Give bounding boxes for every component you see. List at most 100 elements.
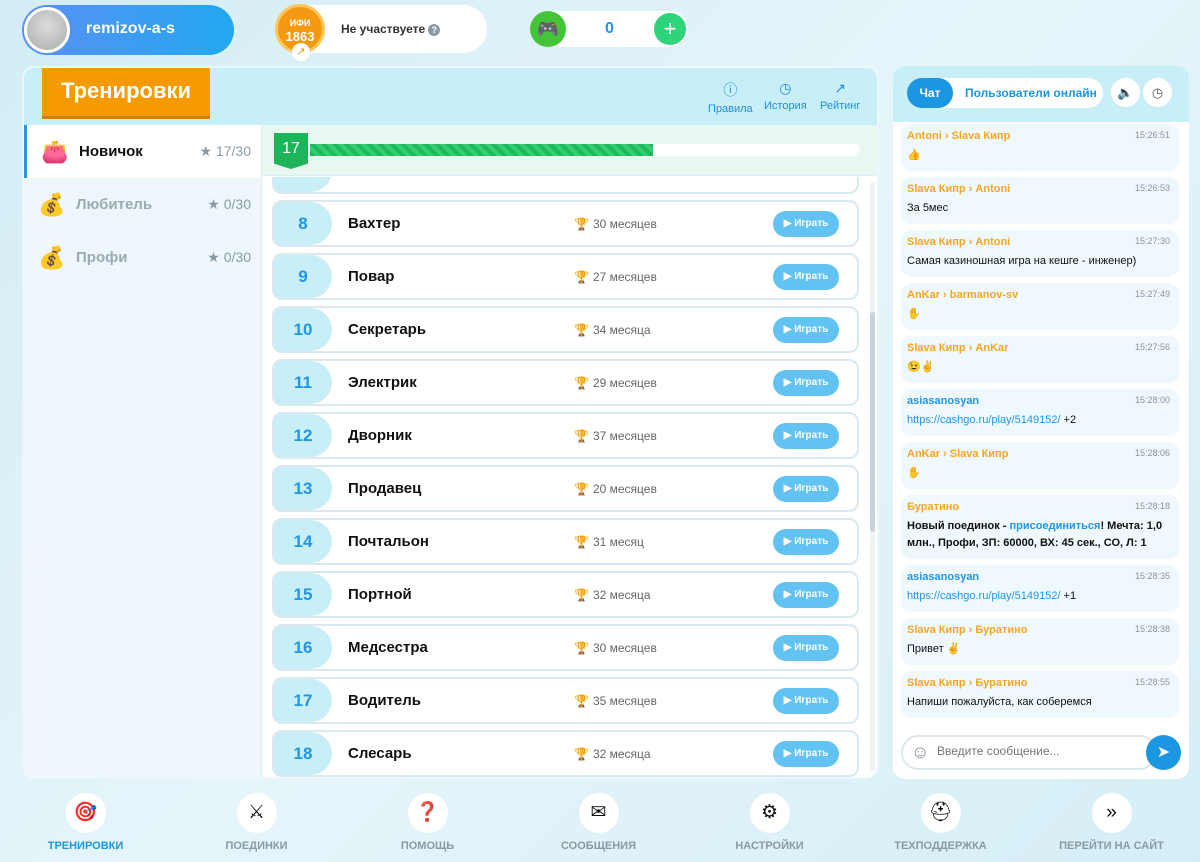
- money-bag-icon: 💰: [38, 244, 66, 270]
- panel-header: Тренировки ⓘ Правила ◷ История ↗ Рейтинг: [24, 68, 877, 125]
- nav-item[interactable]: ❓ ПОМОЩЬ: [342, 790, 513, 860]
- play-icon: ▶: [783, 323, 795, 335]
- message-author[interactable]: Slava Кипр › Antoni: [907, 183, 1011, 195]
- job-number: 10: [274, 308, 332, 351]
- nav-item[interactable]: ✉ СООБЩЕНИЯ: [513, 790, 684, 860]
- history-icon[interactable]: ◷: [1143, 78, 1172, 107]
- message-time: 15:28:38: [1134, 624, 1170, 634]
- job-name: Секретарь: [348, 321, 427, 338]
- rating-link[interactable]: ↗ Рейтинг: [820, 80, 860, 112]
- job-name: Водитель: [348, 692, 421, 709]
- nav-item[interactable]: » ПЕРЕЙТИ НА САЙТ: [1026, 790, 1197, 860]
- job-months: 35 месяцев: [592, 693, 657, 708]
- message-text: https://cashgo.ru/play/5149152/ +1: [907, 588, 1173, 605]
- nav-label: ПОЕДИНКИ: [225, 840, 288, 852]
- play-label: Играть: [794, 747, 829, 759]
- job-number: 11: [274, 361, 332, 404]
- job-name: Почтальон: [348, 533, 429, 550]
- play-button[interactable]: ▶ Играть: [773, 687, 839, 714]
- job-name: Электрик: [348, 374, 417, 391]
- level-item-pro[interactable]: 💰 Профи ★ 0/30: [24, 231, 261, 284]
- swords-icon: ⚔: [236, 793, 277, 833]
- message-author[interactable]: AnKar › barmanov-sv: [907, 289, 1019, 301]
- message-time: 15:27:30: [1134, 236, 1170, 246]
- message-body: +1: [1060, 590, 1077, 602]
- nav-label: НАСТРОЙКИ: [735, 840, 804, 852]
- progress-level-flag: 17: [274, 133, 308, 169]
- job-row: 8 Вахтер 🏆 30 месяцев ▶ Играть: [272, 200, 859, 247]
- play-button[interactable]: ▶ Играть: [773, 475, 839, 502]
- message-author[interactable]: Slava Кипр › Буратино: [907, 624, 1028, 636]
- tab-online-users[interactable]: Пользователи онлайн: [965, 86, 1097, 100]
- nav-item[interactable]: ⚔ ПОЕДИНКИ: [171, 790, 342, 860]
- message-text: ✋: [907, 306, 1173, 323]
- avatar[interactable]: [24, 7, 70, 53]
- job-row: 14 Почтальон 🏆 31 месяц ▶ Играть: [272, 518, 859, 565]
- play-button[interactable]: ▶ Играть: [773, 422, 839, 449]
- scrollbar[interactable]: [870, 182, 875, 772]
- message-author[interactable]: Antoni › Slava Кипр: [907, 130, 1011, 142]
- chat-input[interactable]: [937, 744, 1137, 758]
- chat-message: Slava Кипр › Antoni 15:26:53 За 5мес: [901, 177, 1179, 224]
- chat-panel: Чат Пользователи онлайн 🔈 ◷ Antoni › Sla…: [893, 66, 1189, 779]
- trend-icon: ↗: [292, 43, 310, 61]
- play-button[interactable]: ▶ Играть: [773, 528, 839, 555]
- message-body: Самая казиношная игра на кешге - инженер…: [907, 255, 1137, 267]
- nav-item[interactable]: 🎯 ТРЕНИРОВКИ: [0, 790, 171, 860]
- message-text: Привет ✌: [907, 641, 1173, 658]
- message-author[interactable]: Slava Кипр › AnKar: [907, 342, 1009, 354]
- message-author[interactable]: asiasanosyan: [907, 571, 980, 583]
- chat-message: Slava Кипр › Буратино 15:28:55 Напиши пожа…: [901, 671, 1179, 718]
- play-button[interactable]: ▶ Играть: [773, 316, 839, 343]
- message-author[interactable]: AnKar › Slava Кипр: [907, 448, 1009, 460]
- add-games-button[interactable]: +: [654, 13, 686, 45]
- message-author[interactable]: Slava Кипр › Antoni: [907, 236, 1011, 248]
- play-button[interactable]: ▶ Играть: [773, 210, 839, 237]
- job-duration: 🏆 27 месяцев: [574, 270, 773, 284]
- chat-message: asiasanosyan 15:28:35 https://cashgo.ru/pl…: [901, 565, 1179, 612]
- job-duration: 🏆 31 месяц: [574, 535, 773, 549]
- level-item-novice[interactable]: 👛 Новичок ★ 17/30: [24, 125, 261, 178]
- play-button[interactable]: ▶ Играть: [773, 634, 839, 661]
- nav-item[interactable]: ⚙ НАСТРОЙКИ: [684, 790, 855, 860]
- job-number: 13: [274, 467, 332, 510]
- emoji-icon[interactable]: ☺: [911, 742, 930, 762]
- rules-link[interactable]: ⓘ Правила: [708, 80, 753, 115]
- play-button[interactable]: ▶ Играть: [773, 740, 839, 767]
- chat-tabs: Чат Пользователи онлайн: [907, 78, 1103, 108]
- message-link[interactable]: https://cashgo.ru/play/5149152/: [907, 590, 1061, 602]
- rating-status: Не участвуете: [341, 22, 426, 36]
- chat-message: asiasanosyan 15:28:00 https://cashgo.ru/pl…: [901, 389, 1179, 436]
- play-label: Играть: [794, 270, 829, 282]
- history-link[interactable]: ◷ История: [764, 80, 807, 112]
- trophy-icon: 🏆: [574, 269, 589, 284]
- message-author[interactable]: asiasanosyan: [907, 395, 980, 407]
- rating-widget[interactable]: ИФИ 1863 ↗ Не участвуете?: [275, 4, 487, 61]
- message-link[interactable]: присоединиться: [1009, 520, 1101, 532]
- play-button[interactable]: ▶ Играть: [773, 263, 839, 290]
- message-author[interactable]: Slava Кипр › Буратино: [907, 677, 1028, 689]
- play-label: Играть: [794, 217, 829, 229]
- chat-message: Буратино 15:28:18 Новый поединок - присоед…: [901, 495, 1179, 559]
- play-label: Играть: [794, 323, 829, 335]
- send-button[interactable]: ➤: [1146, 735, 1181, 770]
- gamepad-icon: 🎮: [530, 11, 566, 47]
- job-duration: 🏆 35 месяцев: [574, 694, 773, 708]
- message-author[interactable]: Буратино: [907, 501, 960, 513]
- trophy-icon: 🏆: [574, 481, 589, 496]
- job-months: 30 месяцев: [592, 216, 657, 231]
- tab-chat[interactable]: Чат: [907, 78, 953, 108]
- user-profile[interactable]: remizov-a-s: [22, 5, 234, 55]
- scrollbar-thumb[interactable]: [870, 312, 875, 532]
- job-months: 27 месяцев: [592, 269, 657, 284]
- trophy-icon: 🏆: [574, 428, 589, 443]
- sound-icon[interactable]: 🔈: [1111, 78, 1140, 107]
- level-item-amateur[interactable]: 💰 Любитель ★ 0/30: [24, 178, 261, 231]
- play-button[interactable]: ▶ Играть: [773, 581, 839, 608]
- play-button[interactable]: ▶ Играть: [773, 369, 839, 396]
- gears-icon: ⚙: [749, 793, 790, 833]
- help-icon[interactable]: ?: [428, 24, 441, 36]
- nav-item[interactable]: ⛑ ТЕХПОДДЕРЖКА: [855, 790, 1026, 860]
- message-link[interactable]: https://cashgo.ru/play/5149152/: [907, 414, 1061, 426]
- message-prefix: Новый поединок -: [907, 520, 1010, 532]
